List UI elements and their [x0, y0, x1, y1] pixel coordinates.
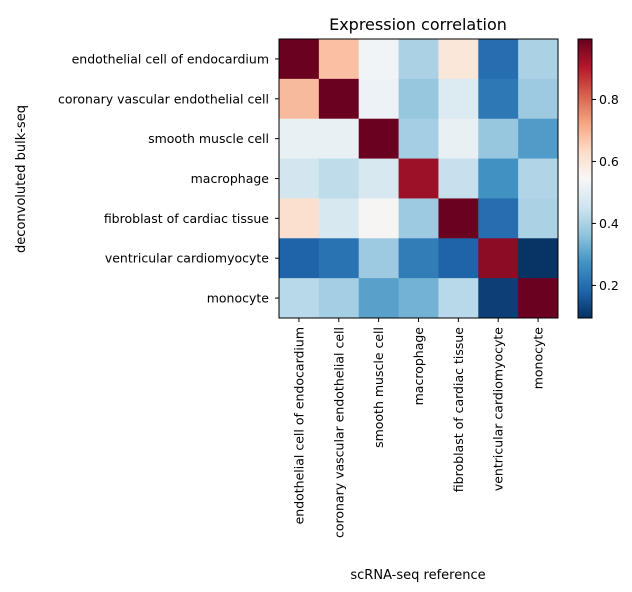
x-axis-label: scRNA-seq reference	[350, 568, 485, 583]
colorbar-tick-label: 0.8	[599, 92, 619, 107]
heatmap-cell	[398, 39, 439, 80]
heatmap-cell	[279, 238, 320, 279]
heatmap-cell	[279, 198, 320, 239]
heatmap-cell	[318, 39, 360, 80]
x-tick-label: endothelial cell of endocardium	[291, 327, 306, 524]
heatmap-cell	[438, 198, 479, 239]
y-tick-label: ventricular cardiomyocyte	[105, 251, 269, 266]
heatmap-cell	[318, 158, 360, 199]
heatmap-cell	[438, 158, 479, 199]
y-tick-label: fibroblast of cardiac tissue	[104, 211, 269, 226]
heatmap-cell	[318, 238, 360, 279]
heatmap-cell	[358, 78, 400, 120]
heatmap-cell	[518, 39, 559, 80]
heatmap-cell	[438, 118, 479, 160]
chart-title: Expression correlation	[329, 15, 507, 34]
heatmap-cell	[358, 278, 400, 319]
heatmap-cell	[279, 118, 320, 160]
heatmap-cell	[358, 198, 400, 239]
heatmap-cell	[358, 118, 400, 160]
heatmap-cell	[318, 118, 360, 160]
x-axis-ticks: endothelial cell of endocardium coronary …	[291, 318, 546, 538]
heatmap-cell	[478, 158, 519, 199]
heatmap-cell	[358, 39, 400, 80]
heatmap-cell	[478, 278, 519, 319]
x-tick-label: macrophage	[411, 327, 426, 406]
heatmap-cell	[478, 198, 519, 239]
heatmap-cell	[518, 278, 559, 319]
heatmap-cell	[438, 78, 479, 120]
heatmap-cell	[279, 158, 320, 199]
heatmap-cell	[438, 39, 479, 80]
x-tick-label: smooth muscle cell	[371, 327, 386, 448]
colorbar-tick-label: 0.2	[599, 278, 619, 293]
heatmap-cell	[398, 278, 439, 319]
heatmap-cell	[518, 198, 559, 239]
heatmap-cell	[358, 238, 400, 279]
x-tick-label: fibroblast of cardiac tissue	[451, 327, 466, 492]
x-tick-label: ventricular cardiomyocyte	[491, 327, 506, 491]
heatmap-cell	[318, 278, 360, 319]
heatmap-cell	[478, 78, 519, 120]
y-tick-label: coronary vascular endothelial cell	[58, 91, 269, 106]
colorbar-tick-label: 0.6	[599, 154, 619, 169]
heatmap-cell	[478, 238, 519, 279]
heatmap-cell	[438, 238, 479, 279]
heatmap-cell	[518, 238, 559, 279]
heatmap-cells	[279, 39, 559, 319]
colorbar-ticks: 0.2 0.4 0.6 0.8	[592, 92, 619, 293]
heatmap-cell	[398, 78, 439, 120]
heatmap-cell	[318, 198, 360, 239]
heatmap-cell	[478, 118, 519, 160]
x-tick-label: monocyte	[531, 327, 546, 390]
heatmap-cell	[279, 78, 320, 120]
heatmap-cell	[438, 278, 479, 319]
heatmap-cell	[318, 78, 360, 120]
y-axis-label: deconvoluted bulk-seq	[14, 105, 29, 253]
y-tick-label: macrophage	[191, 171, 270, 186]
y-tick-label: endothelial cell of endocardium	[72, 51, 269, 66]
colorbar-tick-label: 0.4	[599, 216, 619, 231]
heatmap-cell	[398, 158, 439, 199]
y-tick-label: monocyte	[207, 291, 270, 306]
heatmap-cell	[279, 278, 320, 319]
heatmap-cell	[398, 118, 439, 160]
x-tick-label: coronary vascular endothelial cell	[331, 327, 346, 538]
heatmap-cell	[518, 118, 559, 160]
heatmap-cell	[398, 238, 439, 279]
heatmap-cell	[358, 158, 400, 199]
y-tick-label: smooth muscle cell	[148, 131, 269, 146]
colorbar	[577, 38, 593, 319]
heatmap-cell	[279, 39, 320, 80]
y-axis-ticks: endothelial cell of endocardium coronary …	[58, 51, 279, 306]
heatmap-cell	[518, 78, 559, 120]
heatmap-cell	[518, 158, 559, 199]
heatmap-cell	[478, 39, 519, 80]
heatmap-cell	[398, 198, 439, 239]
